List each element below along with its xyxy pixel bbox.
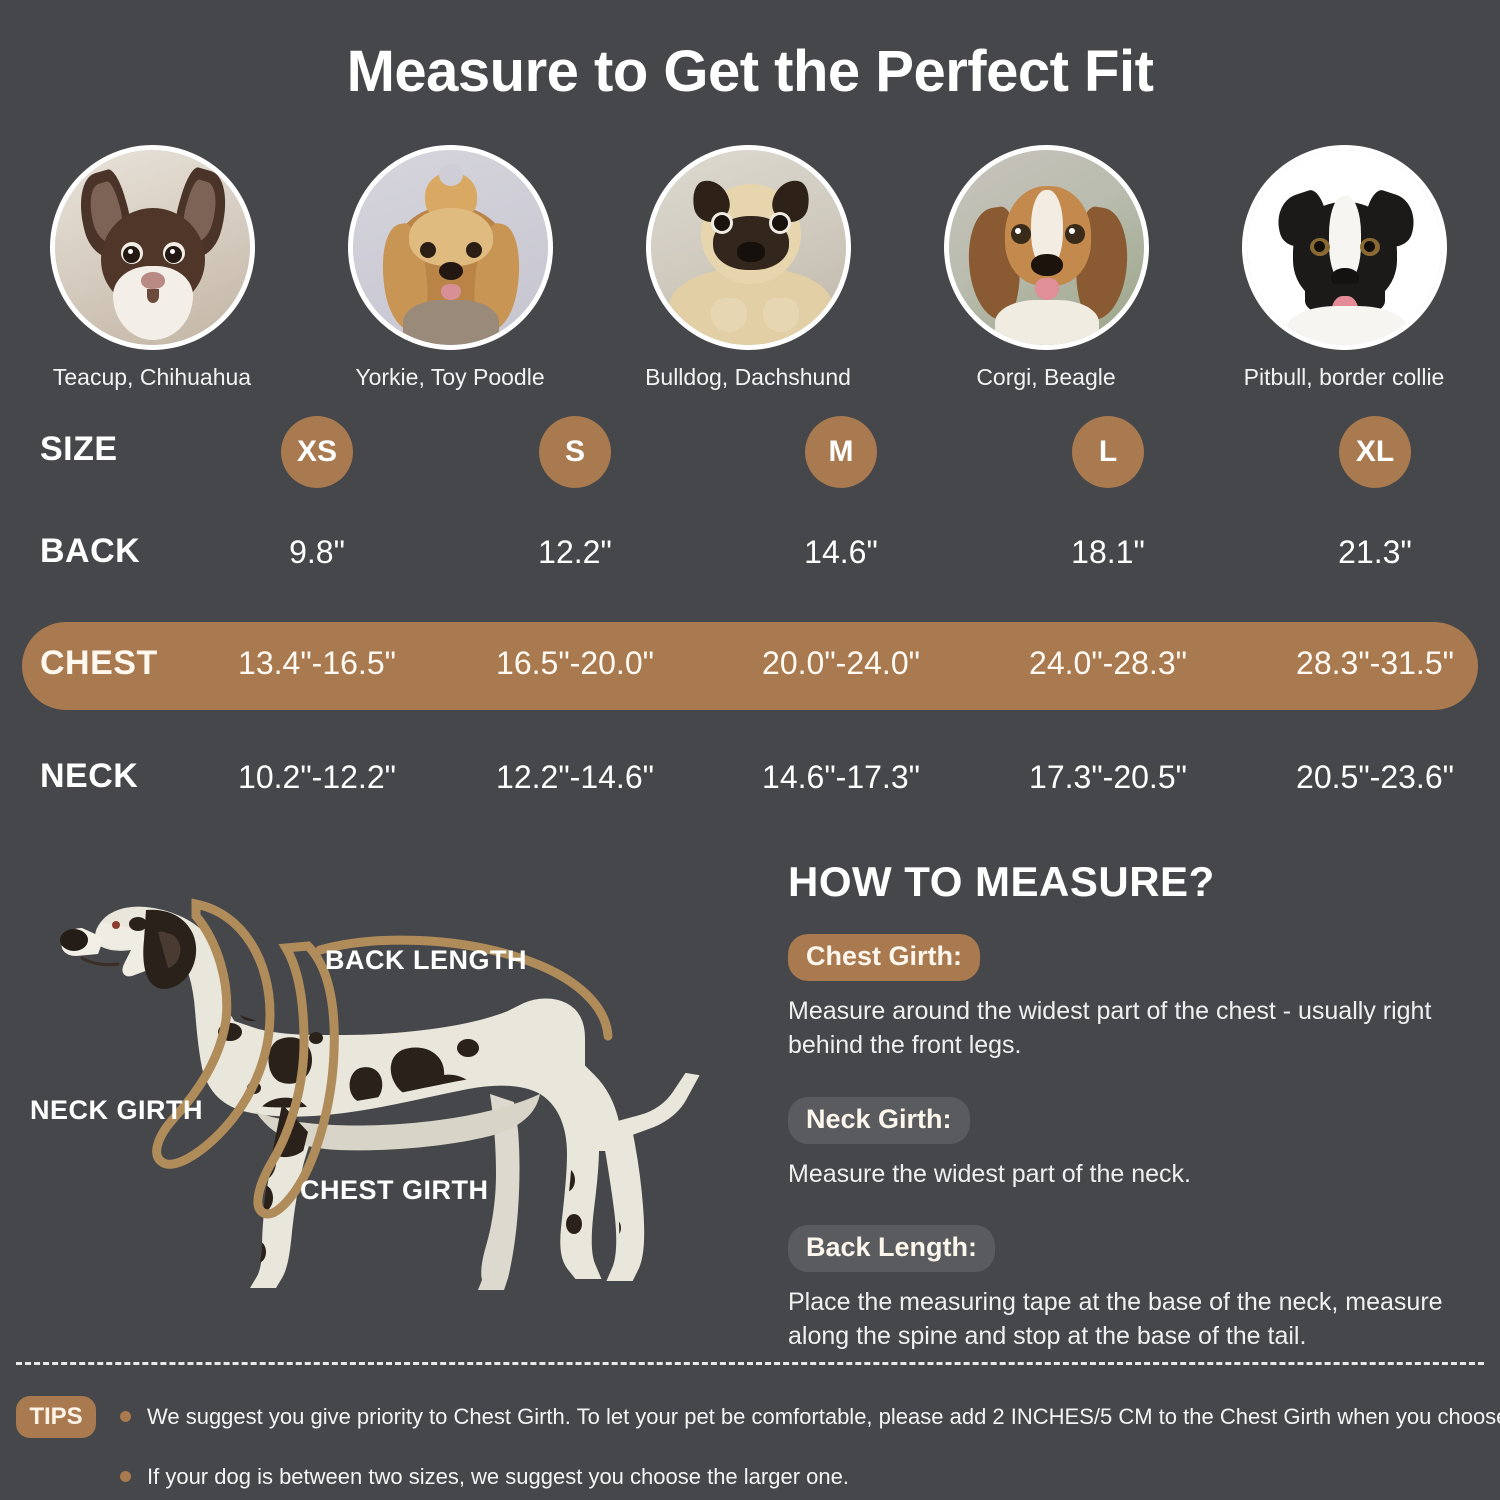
measuring-tape-loops — [152, 898, 613, 1219]
size-badge-l: L — [1072, 416, 1144, 488]
tip-text-1: If your dog is between two sizes, we sug… — [147, 1464, 849, 1489]
measure-block-neck: Neck Girth: Measure the widest part of t… — [788, 1096, 1488, 1192]
chest-girth-label: CHEST GIRTH — [300, 1175, 489, 1205]
neck-girth-description: Measure the widest part of the neck. — [788, 1159, 1191, 1188]
breed-label-4: Pitbull, border collie — [1243, 364, 1445, 390]
table-row-chest: CHEST 13.4"-16.5" 16.5"-20.0" 20.0"-24.0… — [0, 614, 1500, 729]
tip-item-0: We suggest you give priority to Chest Gi… — [120, 1404, 1500, 1430]
back-length-tape — [315, 935, 613, 1041]
table-row-back: BACK 9.8" 12.2" 14.6" 18.1" 21.3" — [0, 504, 1500, 614]
tip-text-0: We suggest you give priority to Chest Gi… — [147, 1404, 1500, 1429]
back-value-m: 14.6" — [804, 534, 878, 570]
neck-value-xl: 20.5"-23.6" — [1296, 759, 1454, 795]
breed-label-1: Yorkie, Toy Poodle — [355, 364, 545, 390]
neck-girth-heading: Neck Girth: — [788, 1096, 970, 1144]
tips-badge: TIPS — [16, 1396, 96, 1438]
size-badge-s: S — [539, 416, 611, 488]
breed-photo-row: Teacup, Chihuahua — [0, 145, 1500, 390]
breed-item-4: Pitbull, border collie — [1229, 145, 1459, 391]
dog-measurement-diagram — [60, 898, 700, 1290]
neck-girth-label: NECK GIRTH — [30, 1095, 203, 1125]
back-value-s: 12.2" — [538, 534, 612, 570]
chest-value-xl: 28.3"-31.5" — [1296, 645, 1454, 681]
border-collie-photo — [1241, 145, 1447, 350]
chihuahua-photo — [49, 145, 255, 350]
chest-value-xs: 13.4"-16.5" — [238, 645, 396, 681]
back-length-description: Place the measuring tape at the base of … — [788, 1288, 1443, 1350]
how-to-measure-title: HOW TO MEASURE? — [788, 858, 1215, 905]
row-label-neck: NECK — [40, 757, 139, 795]
measure-block-chest: Chest Girth: Measure around the widest p… — [788, 934, 1488, 1063]
breed-item-3: Corgi, Beagle — [931, 145, 1161, 391]
size-badge-xl: XL — [1339, 416, 1411, 488]
row-label-size: SIZE — [40, 430, 118, 468]
table-row-size: SIZE XS S M L XL — [0, 404, 1500, 504]
back-value-xs: 9.8" — [289, 534, 345, 570]
tip-item-1: If your dog is between two sizes, we sug… — [120, 1464, 849, 1490]
row-label-chest: CHEST — [40, 644, 158, 682]
neck-girth-tape — [152, 898, 275, 1169]
how-to-measure-section: HOW TO MEASURE? Chest Girth: Measure aro… — [788, 858, 1488, 1354]
bullet-dot-icon — [120, 1411, 131, 1422]
chest-value-m: 20.0"-24.0" — [762, 645, 920, 681]
neck-value-xs: 10.2"-12.2" — [238, 759, 396, 795]
back-length-heading: Back Length: — [788, 1225, 996, 1273]
chest-value-l: 24.0"-28.3" — [1029, 645, 1187, 681]
back-value-xl: 21.3" — [1338, 534, 1412, 570]
breed-label-3: Corgi, Beagle — [976, 364, 1116, 390]
section-divider — [16, 1362, 1484, 1365]
breed-item-1: Yorkie, Toy Poodle — [335, 145, 565, 391]
neck-value-m: 14.6"-17.3" — [762, 759, 920, 795]
breed-label-0: Teacup, Chihuahua — [52, 364, 252, 390]
chest-girth-description: Measure around the widest part of the ch… — [788, 997, 1432, 1059]
pug-photo — [645, 145, 851, 350]
size-badge-m: M — [805, 416, 877, 488]
measure-block-back: Back Length: Place the measuring tape at… — [788, 1225, 1488, 1354]
chest-value-s: 16.5"-20.0" — [496, 645, 654, 681]
chest-girth-tape — [253, 941, 339, 1219]
beagle-photo — [943, 145, 1149, 350]
size-badge-xs: XS — [281, 416, 353, 488]
size-table: SIZE XS S M L XL BACK 9.8" 12.2" 14.6" 1… — [0, 404, 1500, 839]
chest-highlight-pill — [22, 622, 1478, 710]
table-row-neck: NECK 10.2"-12.2" 12.2"-14.6" 14.6"-17.3"… — [0, 729, 1500, 839]
neck-value-s: 12.2"-14.6" — [496, 759, 654, 795]
back-length-label: BACK LENGTH — [325, 945, 527, 975]
row-label-back: BACK — [40, 532, 141, 570]
chest-girth-heading: Chest Girth: — [788, 934, 981, 981]
back-value-l: 18.1" — [1071, 534, 1145, 570]
breed-item-2: Bulldog, Dachshund — [633, 145, 863, 391]
breed-label-2: Bulldog, Dachshund — [645, 364, 851, 390]
breed-item-0: Teacup, Chihuahua — [37, 145, 267, 391]
yorkie-photo — [347, 145, 553, 350]
page-title: Measure to Get the Perfect Fit — [346, 39, 1154, 104]
neck-value-l: 17.3"-20.5" — [1029, 759, 1187, 795]
bullet-dot-icon — [120, 1471, 131, 1482]
